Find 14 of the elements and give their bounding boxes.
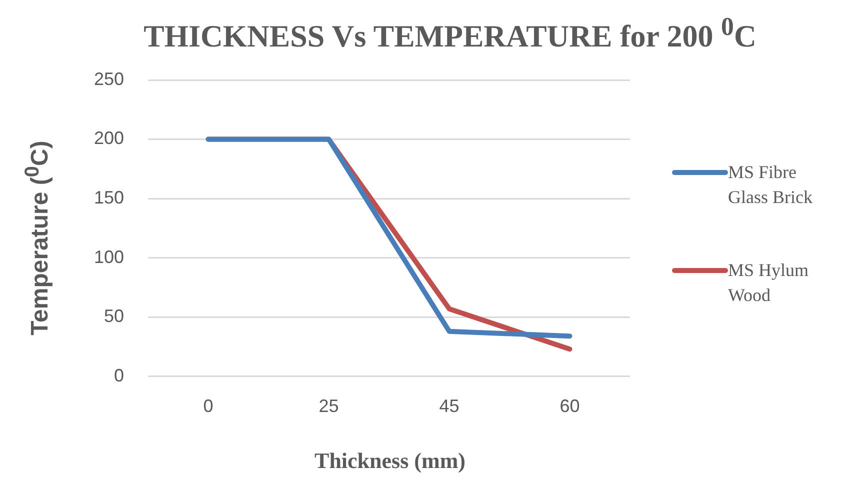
y-tick-label: 0 [114,365,124,386]
y-tick-label: 100 [94,246,124,267]
x-axis-title: Thickness (mm) [314,448,466,474]
legend-label: MS Fibre Glass Brick [728,161,814,209]
x-tick-label: 0 [203,396,214,416]
x-tick-label: 25 [318,396,339,416]
x-tick-label: 60 [560,396,580,416]
x-tick-label: 45 [439,396,460,416]
y-tick-label: 150 [94,188,124,208]
legend-label: MS Hylum Wood [728,259,810,307]
chart-title: THICKNESS Vs TEMPERATURE for 200 $^{0}$C [142,12,758,54]
y-tick-label: 50 [104,306,124,326]
y-tick-label: 250 [94,68,124,89]
y-tick-label: 200 [94,128,124,148]
